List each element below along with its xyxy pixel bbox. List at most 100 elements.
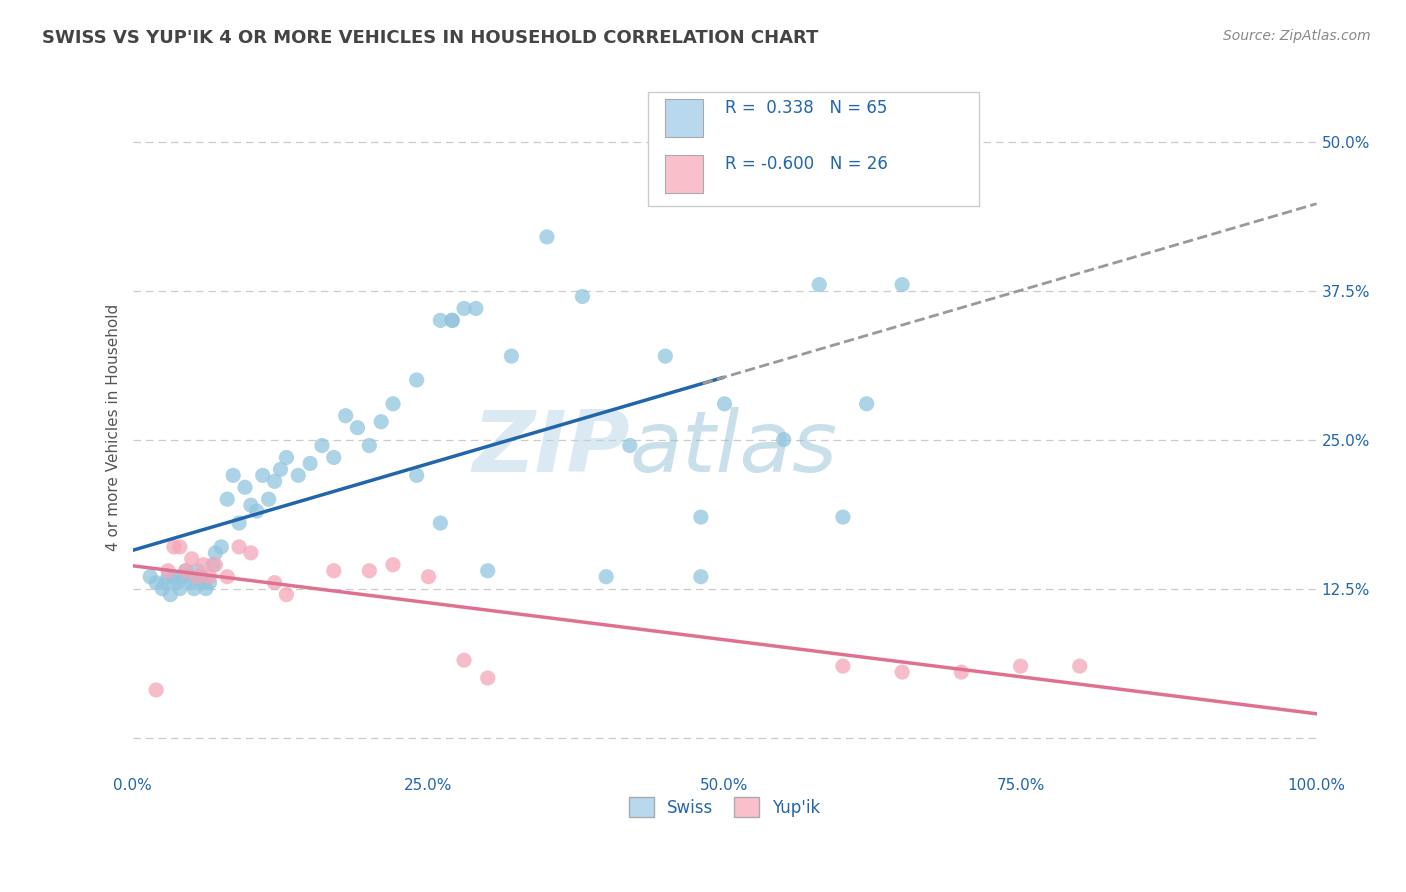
Point (1010, 659, 1032, 673)
Point (194, 582, 217, 596)
Point (180, 551, 202, 566)
Point (183, 582, 205, 596)
Point (418, 570, 440, 584)
Point (536, 230, 558, 244)
Point (501, 349, 523, 363)
Point (654, 349, 676, 363)
Point (453, 653, 475, 667)
Point (832, 510, 855, 524)
Point (441, 313, 464, 327)
Point (891, 277, 914, 292)
Point (405, 373, 427, 387)
Point (139, 570, 162, 584)
Point (595, 570, 617, 584)
Point (190, 570, 212, 584)
Point (335, 409, 357, 423)
Point (689, 510, 711, 524)
Point (276, 450, 298, 465)
Point (464, 301, 486, 316)
Point (198, 570, 221, 584)
Point (429, 313, 451, 327)
Point (157, 564, 180, 578)
Point (252, 468, 274, 483)
Point (145, 683, 167, 698)
Point (239, 546, 262, 560)
Point (276, 588, 298, 602)
Point (180, 575, 202, 590)
Point (950, 665, 973, 679)
Point (202, 558, 225, 572)
Point (772, 433, 794, 447)
Point (217, 492, 239, 507)
Point (429, 516, 451, 530)
Text: Source: ZipAtlas.com: Source: ZipAtlas.com (1223, 29, 1371, 43)
Point (453, 301, 475, 316)
Point (257, 492, 280, 507)
Point (217, 570, 239, 584)
Point (150, 582, 173, 596)
Point (382, 558, 405, 572)
Point (169, 582, 191, 596)
Point (233, 480, 256, 494)
Point (157, 570, 180, 584)
Point (222, 468, 245, 483)
Point (169, 540, 191, 554)
Point (204, 546, 226, 560)
Point (477, 564, 499, 578)
Point (159, 588, 181, 602)
Point (187, 570, 209, 584)
Point (855, 397, 877, 411)
Text: ZIP: ZIP (472, 407, 630, 490)
Point (198, 575, 221, 590)
Point (808, 277, 831, 292)
Point (228, 516, 250, 530)
Bar (665, 99, 703, 137)
Point (689, 570, 711, 584)
Point (174, 564, 197, 578)
Point (370, 415, 392, 429)
Point (163, 540, 186, 554)
Text: R =  0.338   N = 65: R = 0.338 N = 65 (724, 99, 887, 117)
Point (346, 420, 368, 434)
Text: atlas: atlas (630, 407, 838, 490)
Point (405, 468, 427, 483)
Point (713, 397, 735, 411)
Point (322, 564, 344, 578)
Point (477, 671, 499, 685)
Y-axis label: 4 or more Vehicles in Household: 4 or more Vehicles in Household (107, 304, 121, 551)
Point (209, 540, 232, 554)
Point (193, 575, 215, 590)
Point (441, 313, 464, 327)
Point (832, 659, 855, 673)
Point (204, 558, 226, 572)
Point (193, 558, 215, 572)
Point (299, 457, 322, 471)
Point (359, 438, 381, 452)
Point (359, 564, 381, 578)
Point (263, 575, 285, 590)
Point (382, 397, 405, 411)
Point (619, 438, 641, 452)
Point (187, 564, 209, 578)
Point (311, 438, 333, 452)
Text: SWISS VS YUP'IK 4 OR MORE VEHICLES IN HOUSEHOLD CORRELATION CHART: SWISS VS YUP'IK 4 OR MORE VEHICLES IN HO… (42, 29, 818, 46)
Point (1069, 659, 1091, 673)
Point (166, 575, 188, 590)
Point (163, 570, 186, 584)
Point (263, 475, 285, 489)
Point (179, 570, 201, 584)
Text: R = -0.600   N = 26: R = -0.600 N = 26 (724, 154, 887, 172)
Legend: Swiss, Yup'ik: Swiss, Yup'ik (623, 790, 827, 824)
Point (891, 665, 914, 679)
Bar (665, 154, 703, 193)
Point (270, 462, 292, 476)
FancyBboxPatch shape (648, 92, 979, 206)
Point (174, 564, 197, 578)
Point (155, 575, 177, 590)
Point (287, 468, 309, 483)
Point (322, 450, 344, 465)
Point (172, 570, 194, 584)
Point (239, 498, 262, 512)
Point (246, 504, 269, 518)
Point (228, 540, 250, 554)
